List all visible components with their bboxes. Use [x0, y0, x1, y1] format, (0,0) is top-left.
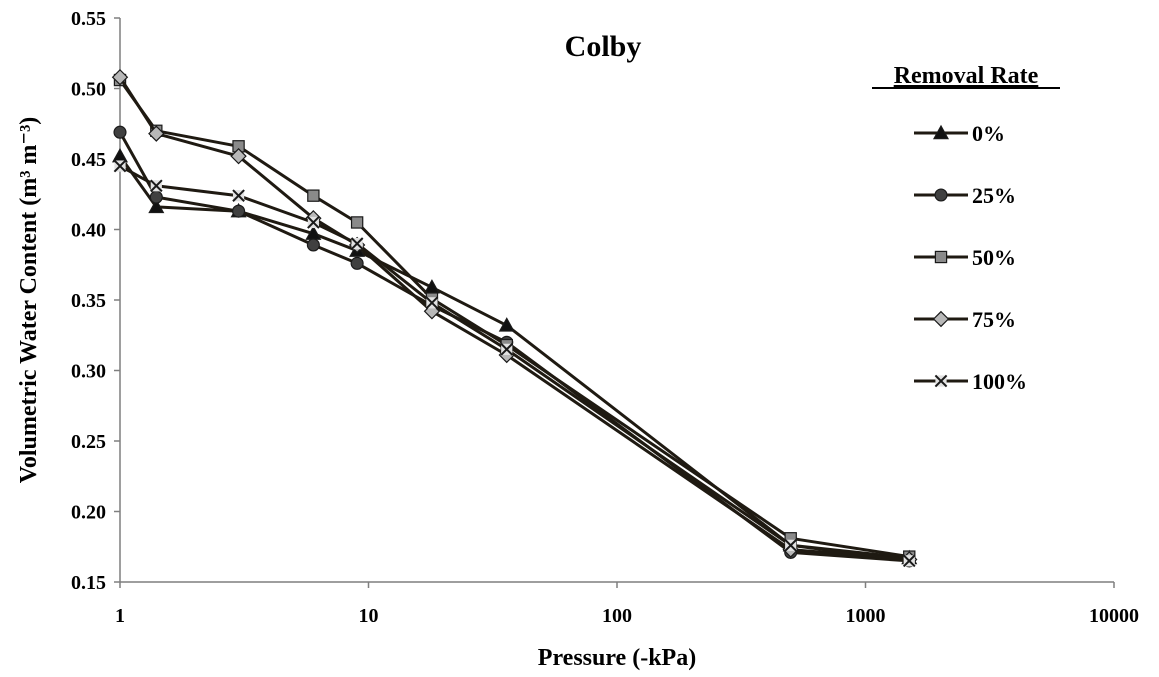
legend-label-25pct: 25%	[972, 183, 1016, 208]
data-point-75pct	[111, 69, 129, 86]
legend-label-50pct: 50%	[972, 245, 1016, 270]
y-tick-label: 0.35	[71, 290, 106, 312]
legend-marker-50pct	[934, 250, 948, 264]
legend-label-100pct: 100%	[972, 369, 1027, 394]
x-marker-stroke	[350, 237, 364, 250]
legend-item-75pct: 75%	[914, 307, 1016, 332]
data-point-100pct	[784, 539, 798, 552]
data-point-100pct	[232, 189, 245, 202]
x-marker-stroke	[307, 216, 320, 229]
data-point-100pct	[150, 179, 163, 193]
data-point-0pct	[423, 279, 440, 294]
x-ticks: 1 10 100 1000 10000	[115, 582, 1139, 627]
data-point-100pct	[902, 554, 916, 568]
x-marker-stroke	[902, 554, 916, 568]
series-layer	[111, 69, 918, 568]
x-tick-label: 100	[602, 605, 632, 627]
legend: Removal Rate 0% 25% 50% 75% 100%	[872, 63, 1060, 394]
legend-marker-100pct	[934, 374, 948, 388]
series-50pct	[113, 73, 916, 563]
x-marker-stroke	[934, 374, 948, 388]
data-point-100pct	[113, 159, 127, 173]
data-point-25pct	[149, 190, 163, 204]
x-marker-stroke	[150, 179, 163, 193]
legend-marker-0pct	[932, 124, 950, 140]
data-point-100pct	[350, 237, 364, 250]
data-point-100pct	[500, 343, 514, 356]
data-point-100pct	[307, 216, 320, 229]
data-point-0pct	[148, 198, 165, 214]
legend-item-100pct: 100%	[914, 369, 1027, 394]
legend-item-50pct: 50%	[914, 245, 1016, 270]
y-tick-label: 0.50	[71, 79, 106, 101]
legend-label-0pct: 0%	[972, 121, 1005, 146]
y-tick-label: 0.30	[71, 361, 106, 383]
x-marker-stroke	[232, 189, 245, 202]
y-tick-label: 0.20	[71, 502, 106, 524]
data-point-25pct	[232, 204, 246, 218]
chart-title: Colby	[565, 30, 642, 63]
axes	[119, 18, 1114, 583]
x-marker-stroke	[113, 159, 127, 173]
data-point-25pct	[306, 238, 320, 252]
data-point-0pct	[498, 317, 515, 332]
x-tick-label: 10000	[1089, 605, 1139, 627]
legend-marker-75pct	[932, 310, 950, 328]
y-tick-label: 0.55	[71, 8, 106, 30]
x-tick-label: 1	[115, 605, 125, 627]
legend-marker-25pct	[934, 188, 948, 202]
series-line-100pct	[119, 164, 910, 563]
data-point-75pct	[148, 125, 165, 142]
x-marker-stroke	[784, 539, 798, 552]
x-marker-stroke	[500, 343, 514, 356]
legend-title: Removal Rate	[894, 63, 1039, 89]
data-point-50pct	[350, 216, 364, 229]
legend-item-25pct: 25%	[914, 183, 1016, 208]
x-tick-label: 1000	[846, 605, 886, 627]
legend-label-75pct: 75%	[972, 307, 1016, 332]
y-tick-label: 0.25	[71, 431, 106, 453]
legend-item-0pct: 0%	[914, 121, 1005, 146]
y-axis-title: Volumetric Water Content (m³ m⁻³)	[16, 117, 42, 484]
data-point-25pct	[350, 256, 364, 270]
data-point-75pct	[230, 147, 247, 165]
x-marker-stroke	[425, 296, 439, 310]
x-axis-title: Pressure (-kPa)	[538, 645, 696, 671]
y-tick-label: 0.45	[71, 149, 106, 171]
data-point-25pct	[113, 125, 127, 139]
data-point-50pct	[307, 189, 320, 202]
y-tick-label: 0.15	[71, 572, 106, 594]
y-ticks: 0.15 0.20 0.25 0.30 0.35 0.40 0.45 0.50 0.55	[71, 8, 120, 594]
x-tick-label: 10	[359, 605, 379, 627]
y-tick-label: 0.40	[71, 220, 106, 242]
data-point-100pct	[425, 296, 439, 310]
series-100pct	[113, 159, 916, 568]
